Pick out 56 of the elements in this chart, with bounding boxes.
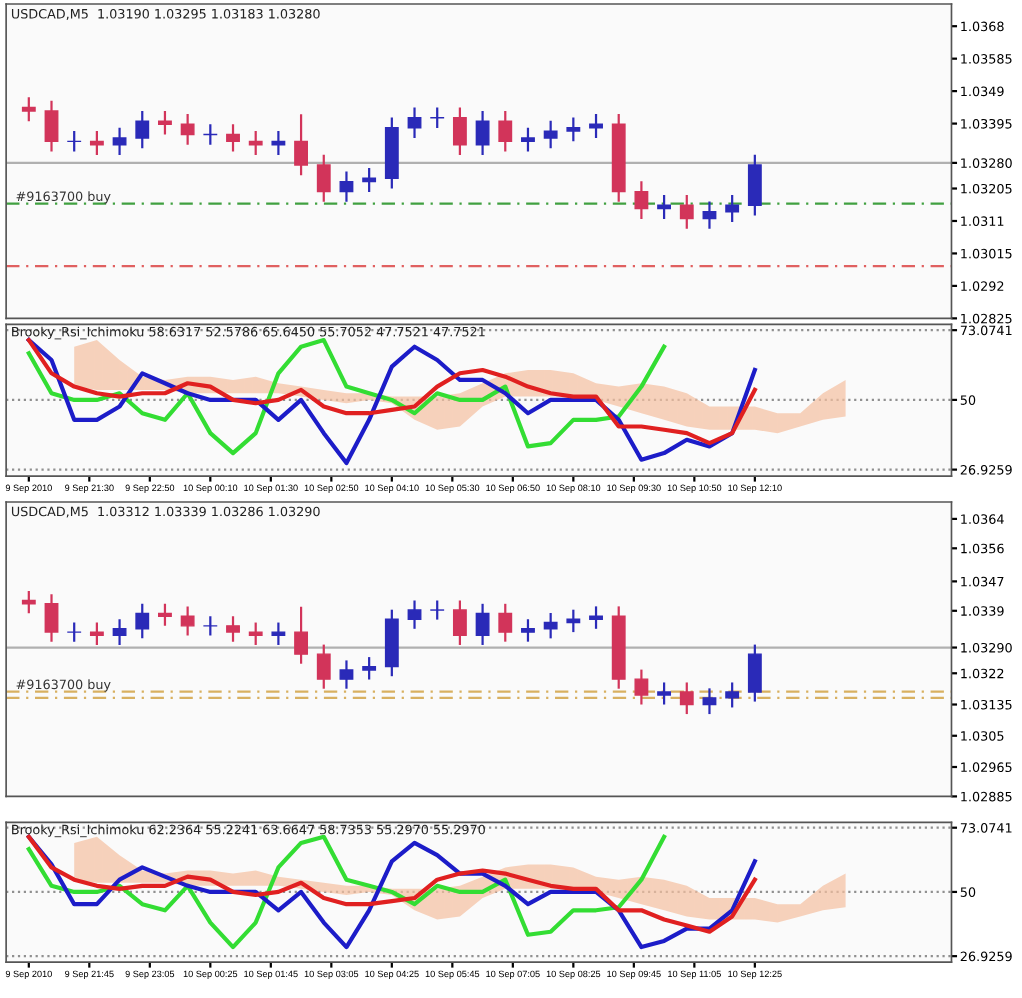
- candlestick: [158, 602, 172, 627]
- candlestick: [248, 621, 263, 647]
- candlestick: [521, 126, 535, 153]
- candlestick: [566, 116, 581, 143]
- candlestick: [135, 602, 150, 640]
- candlestick: [725, 193, 740, 224]
- candlestick: [747, 643, 762, 703]
- candlestick: [316, 643, 331, 690]
- candlestick: [294, 113, 309, 177]
- candlestick: [44, 99, 59, 153]
- candlestick: [452, 106, 467, 157]
- candlestick: [21, 589, 36, 615]
- candlestick: [294, 605, 309, 665]
- candlestick: [498, 109, 513, 153]
- candlestick: [657, 681, 672, 706]
- candlestick: [135, 109, 150, 150]
- candlestick: [158, 109, 172, 136]
- candlestick: [634, 668, 649, 706]
- candlestick: [226, 615, 240, 643]
- line-series: [26, 337, 667, 456]
- line-series: [26, 337, 757, 446]
- candlestick: [112, 618, 127, 647]
- candlestick: [452, 599, 467, 647]
- candlestick: [180, 112, 195, 146]
- candlestick: [339, 659, 354, 690]
- candlestick: [679, 193, 694, 230]
- candlestick: [498, 602, 513, 643]
- candlestick: [362, 655, 377, 681]
- candlestick: [747, 153, 762, 217]
- candlestick: [226, 123, 240, 153]
- candlestick: [180, 605, 195, 637]
- candlestick: [21, 96, 36, 123]
- candlestick: [679, 681, 694, 716]
- candlestick: [475, 602, 490, 647]
- line-series: [26, 337, 757, 466]
- candlestick: [44, 593, 59, 643]
- candlestick: [407, 599, 422, 630]
- candlestick: [203, 615, 218, 637]
- candlestick: [475, 109, 490, 157]
- candlestick: [67, 621, 82, 643]
- candlestick: [271, 621, 286, 647]
- candlestick: [89, 621, 104, 647]
- candlestick: [521, 618, 535, 643]
- candlestick: [543, 119, 558, 150]
- candlestick: [316, 153, 331, 203]
- candlestick: [430, 599, 445, 621]
- candlestick: [543, 611, 558, 640]
- candlestick: [589, 605, 603, 630]
- candlestick: [634, 180, 649, 221]
- candlestick: [407, 106, 422, 140]
- candlestick: [702, 687, 717, 716]
- candlestick: [725, 681, 740, 709]
- candlestick: [112, 126, 127, 157]
- candlestick: [384, 608, 399, 678]
- candlestick: [339, 170, 354, 203]
- candlestick: [702, 200, 717, 230]
